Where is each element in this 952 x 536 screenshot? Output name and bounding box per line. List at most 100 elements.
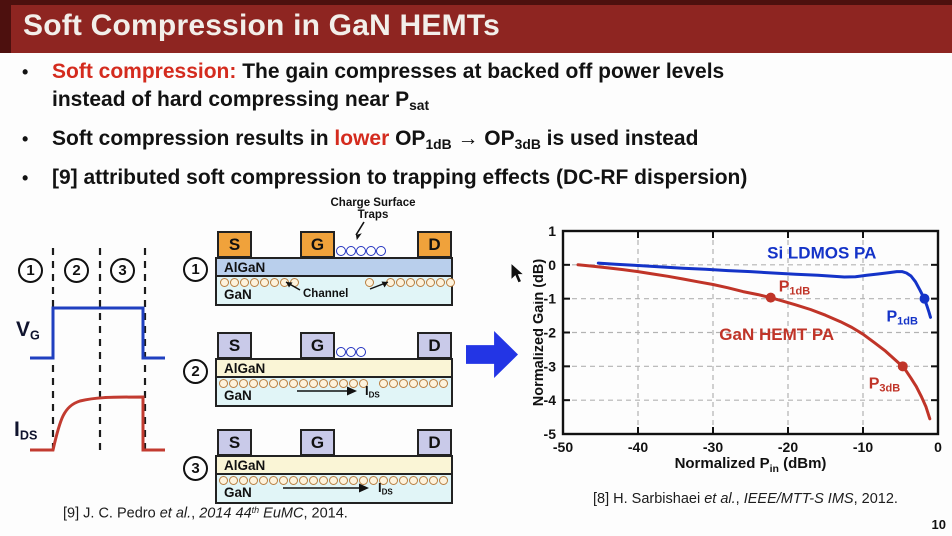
label-sub: G	[30, 328, 40, 343]
channel-dot	[239, 379, 248, 388]
drain-current-label: IDS	[14, 418, 37, 443]
channel-dot	[439, 379, 448, 388]
channel-dot	[239, 476, 248, 485]
channel-dot	[399, 379, 408, 388]
mouse-cursor	[510, 262, 526, 284]
label-main: I	[378, 480, 382, 495]
trap-dot	[376, 246, 386, 256]
trap-dot	[336, 347, 346, 357]
y-tick-label: 1	[548, 223, 556, 239]
channel-dot	[369, 476, 378, 485]
channel-dot	[329, 379, 338, 388]
channel-dot	[270, 278, 279, 287]
waveform-region-3: 3	[110, 258, 135, 283]
x-tick-label: -20	[778, 439, 798, 455]
bullet-marker: •	[22, 128, 29, 149]
charge-traps-line1: Charge Surface	[330, 197, 416, 209]
marker-label: P3dB	[869, 375, 901, 394]
x-tick-label: -10	[853, 439, 873, 455]
channel-dot	[379, 379, 388, 388]
drain-contact: D	[417, 332, 452, 359]
text-run: [9] attributed soft compression to trapp…	[52, 165, 748, 189]
bullet-item: • Soft compression results in lower OP1dB…	[22, 125, 922, 158]
bullet-text: Soft compression results in lower OP1dB …	[52, 125, 698, 158]
channel-dot	[339, 379, 348, 388]
y-tick-label: -1	[544, 291, 557, 307]
channel-dot	[259, 476, 268, 485]
charge-traps-line2: Traps	[357, 209, 389, 221]
charge-traps-label: Charge Surface Traps	[318, 197, 428, 221]
cross-section-1-number: 1	[183, 257, 208, 282]
surface-trap-dots	[336, 347, 366, 357]
gate-voltage-trace	[30, 306, 165, 360]
channel-dots	[386, 278, 456, 287]
text-run: OP	[389, 126, 426, 150]
gate-contact: G	[300, 332, 335, 359]
text-run: th	[251, 505, 260, 515]
ids-arrow	[283, 483, 369, 493]
gate-contact: G	[300, 231, 335, 258]
channel-dot	[279, 476, 288, 485]
x-tick-label: 0	[934, 439, 942, 455]
ids-label: IDS	[378, 480, 393, 496]
text-run: EuMC	[259, 505, 304, 522]
trap-dot	[346, 246, 356, 256]
channel-dots	[365, 278, 375, 287]
channel-dot	[260, 278, 269, 287]
y-tick-label: -4	[544, 392, 557, 408]
x-axis-label: Normalized Pin (dBm)	[675, 455, 827, 475]
channel-dot	[329, 476, 338, 485]
arrow-line	[355, 221, 365, 236]
channel-dot	[359, 379, 368, 388]
ids-label: IDS	[365, 383, 380, 399]
text-run: The gain compresses at backed off power …	[242, 60, 725, 83]
channel-dot	[220, 278, 229, 287]
gate-contact: G	[300, 429, 335, 456]
trap-dot	[346, 347, 356, 357]
gan-label: GaN	[224, 388, 252, 403]
channel-dot	[426, 278, 435, 287]
bullet-marker: •	[22, 167, 29, 188]
trap-dot	[366, 246, 376, 256]
label-main: I	[14, 418, 20, 441]
channel-dot	[339, 476, 348, 485]
channel-dot	[439, 476, 448, 485]
text-run: Soft compression:	[52, 60, 243, 83]
channel-dot	[299, 476, 308, 485]
channel-dot	[289, 379, 298, 388]
channel-dot	[299, 379, 308, 388]
page-number: 10	[931, 517, 946, 532]
citation-left: [9] J. C. Pedro et al., 2014 44th EuMC, …	[63, 505, 348, 521]
channel-dot	[250, 278, 259, 287]
bullet-text: [9] attributed soft compression to trapp…	[52, 164, 747, 192]
algan-layer: AlGaN	[215, 455, 453, 475]
channel-dot	[396, 278, 405, 287]
surface-trap-dots	[336, 246, 386, 256]
channel-dot	[269, 476, 278, 485]
series-line	[576, 263, 932, 421]
channel-dot	[309, 476, 318, 485]
text-run: IEEE/MTT-S IMS	[743, 491, 854, 507]
drain-current-trace	[30, 395, 165, 452]
y-tick-label: -3	[544, 358, 557, 374]
algan-label: AlGaN	[224, 260, 266, 275]
label-main: I	[365, 383, 369, 398]
marker-dot	[919, 293, 930, 304]
x-tick-label: -30	[703, 439, 723, 455]
channel-dot	[406, 278, 415, 287]
source-contact: S	[217, 429, 252, 456]
algan-label: AlGaN	[224, 361, 266, 376]
label-main: V	[16, 318, 31, 341]
text-run: ,	[191, 505, 200, 522]
channel-dot	[259, 379, 268, 388]
channel-dot	[436, 278, 445, 287]
cross-section-2-number: 2	[183, 359, 208, 384]
drain-contact: D	[417, 429, 452, 456]
y-tick-label: -5	[544, 426, 557, 442]
x-tick-label: -50	[553, 439, 573, 455]
text-run: instead of hard compressing near P	[52, 88, 410, 111]
arrow-head	[347, 386, 357, 396]
trap-dot	[356, 246, 366, 256]
text-run: 3dB	[514, 135, 541, 152]
